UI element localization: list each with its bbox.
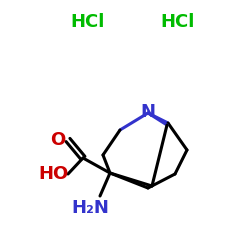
Text: HCl: HCl <box>71 13 105 31</box>
Text: N: N <box>140 103 156 121</box>
Text: HCl: HCl <box>161 13 195 31</box>
Text: O: O <box>50 131 66 149</box>
Text: HO: HO <box>39 165 69 183</box>
Text: H₂N: H₂N <box>71 199 109 217</box>
